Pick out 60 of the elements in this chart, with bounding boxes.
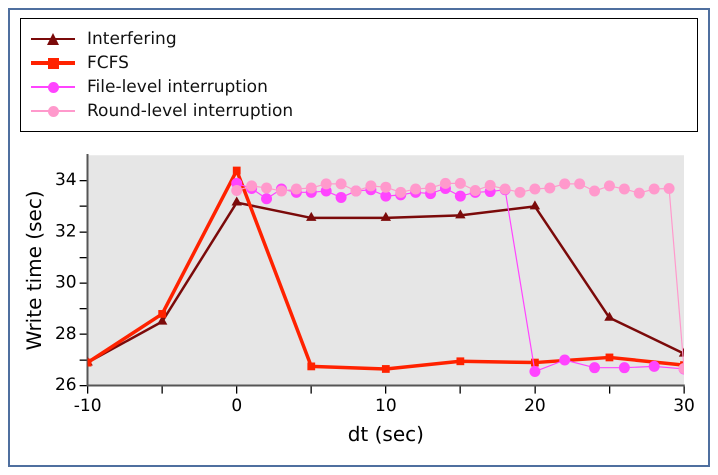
point <box>232 196 242 206</box>
point <box>246 180 258 192</box>
point <box>365 180 376 192</box>
point <box>425 182 436 194</box>
y-tick-label: 30 <box>54 272 77 293</box>
point <box>604 312 615 321</box>
y-tick-label: 26 <box>54 375 77 396</box>
point <box>648 183 660 194</box>
point <box>231 185 242 196</box>
point <box>618 183 630 194</box>
point <box>232 166 241 174</box>
legend-label: File-level interruption <box>87 77 268 97</box>
point <box>336 178 347 190</box>
point <box>574 178 586 190</box>
legend-label: FCFS <box>87 53 129 73</box>
point <box>410 183 422 194</box>
point <box>529 366 540 378</box>
point <box>380 182 392 193</box>
point <box>589 186 600 197</box>
y-tick-label: 34 <box>54 170 77 190</box>
x-tick-label: 30 <box>673 396 695 416</box>
point <box>320 178 332 190</box>
point <box>664 182 675 194</box>
point <box>158 310 166 318</box>
point <box>307 362 316 370</box>
point <box>395 186 406 198</box>
point <box>484 180 496 191</box>
point <box>261 182 272 194</box>
point <box>336 192 347 203</box>
point <box>514 186 526 198</box>
point <box>648 360 660 372</box>
point <box>634 188 645 199</box>
y-tick-label: 32 <box>54 221 77 242</box>
x-tick-label: 10 <box>374 396 397 416</box>
point <box>454 178 466 189</box>
point <box>306 182 317 194</box>
x-axis-title: dt (sec) <box>348 422 424 446</box>
point <box>618 362 630 374</box>
x-tick-label: 0 <box>231 396 242 416</box>
point <box>454 190 466 202</box>
point <box>604 180 615 192</box>
legend-label: Round-level interruption <box>87 101 294 121</box>
point <box>382 365 390 373</box>
point <box>261 193 272 204</box>
point <box>276 186 287 197</box>
point <box>529 183 540 194</box>
point <box>290 183 302 194</box>
x-tick-label: -10 <box>74 396 102 416</box>
point <box>440 178 451 189</box>
point <box>606 354 614 362</box>
y-tick-label: 28 <box>54 324 77 344</box>
point <box>544 182 556 194</box>
y-axis-title: Write time (sec) <box>22 190 46 350</box>
x-tick-label: 20 <box>524 396 546 416</box>
point <box>559 178 570 190</box>
point <box>589 362 600 374</box>
point <box>455 209 466 218</box>
point <box>456 357 464 366</box>
point <box>559 354 570 366</box>
legend-label: Interfering <box>87 29 177 49</box>
